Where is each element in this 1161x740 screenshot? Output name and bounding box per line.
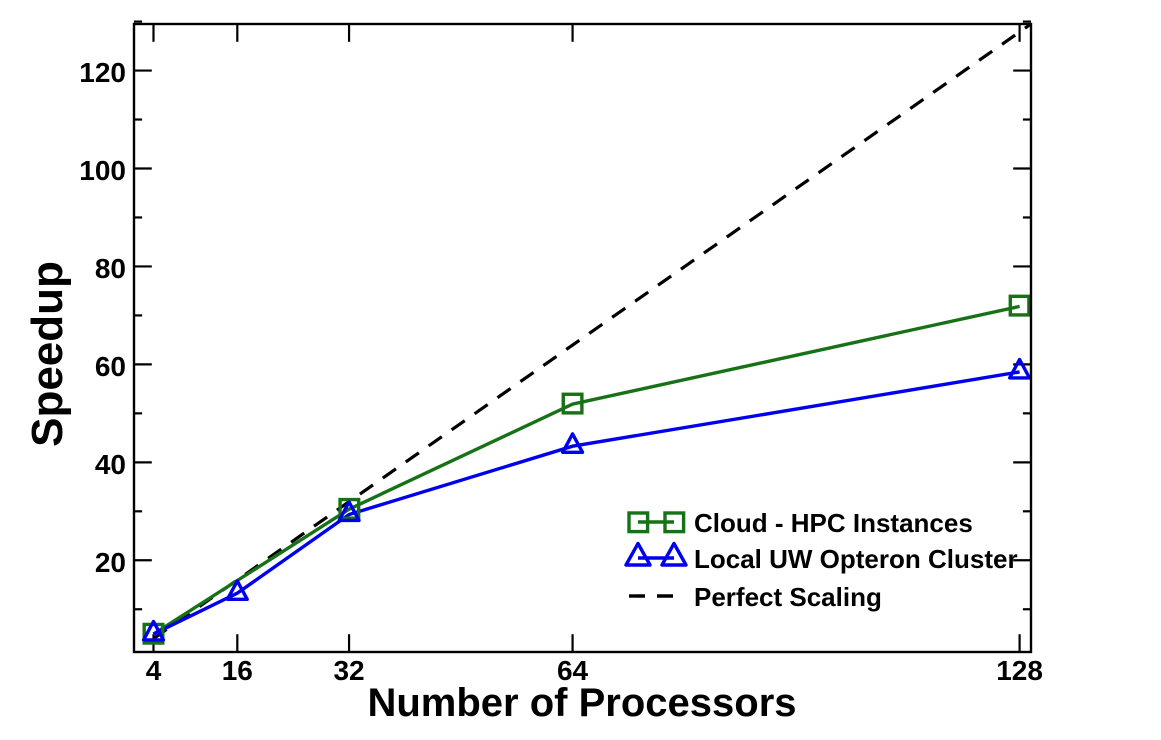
svg-text:32: 32 — [333, 655, 364, 686]
svg-text:4: 4 — [146, 655, 162, 686]
svg-text:40: 40 — [95, 449, 126, 480]
svg-text:16: 16 — [222, 655, 253, 686]
svg-text:Cloud - HPC Instances: Cloud - HPC Instances — [694, 508, 973, 538]
svg-text:Local UW Opteron Cluster: Local UW Opteron Cluster — [694, 544, 1018, 574]
svg-text:20: 20 — [95, 547, 126, 578]
svg-text:80: 80 — [95, 253, 126, 284]
svg-text:Number of Processors: Number of Processors — [367, 681, 796, 725]
svg-text:Speedup: Speedup — [23, 261, 72, 447]
svg-text:128: 128 — [996, 655, 1043, 686]
svg-text:Perfect Scaling: Perfect Scaling — [694, 582, 882, 612]
svg-text:100: 100 — [79, 155, 126, 186]
svg-text:120: 120 — [79, 57, 126, 88]
svg-text:60: 60 — [95, 351, 126, 382]
